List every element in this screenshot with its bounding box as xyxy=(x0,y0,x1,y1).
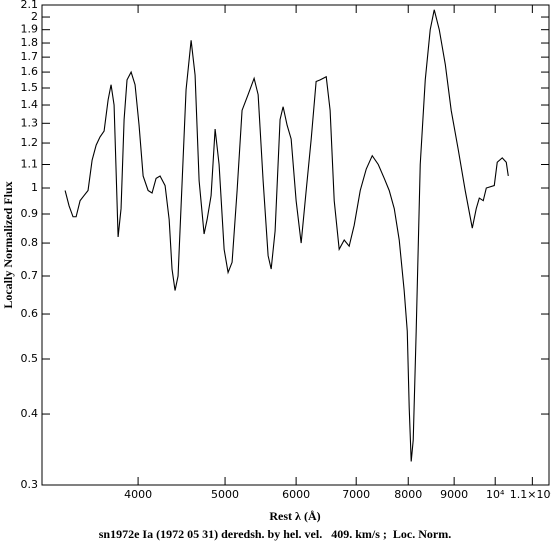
y-axis-title: Locally Normalized Flux xyxy=(1,181,15,308)
y-tick-label: 0.8 xyxy=(21,236,39,249)
x-tick-label: 9000 xyxy=(440,488,468,501)
y-tick-label: 0.7 xyxy=(21,269,39,282)
caption: sn1972e Ia (1972 05 31) deredsh. by hel.… xyxy=(99,527,451,541)
x-tick-label: 10⁴ xyxy=(486,488,505,501)
y-tick-label: 1.5 xyxy=(21,81,39,94)
y-tick-label: 1.9 xyxy=(21,23,39,36)
y-tick-label: 1.1 xyxy=(21,158,39,171)
y-tick-label: 0.5 xyxy=(21,352,39,365)
x-axis-title: Rest λ (Å) xyxy=(269,509,320,523)
x-tick-label: 6000 xyxy=(282,488,310,501)
y-tick-label: 1 xyxy=(31,181,38,194)
y-tick-label: 2 xyxy=(31,10,38,23)
y-tick-label: 0.3 xyxy=(21,478,39,491)
y-tick-label: 2.1 xyxy=(21,0,39,11)
x-tick-label: 8000 xyxy=(394,488,422,501)
x-tick-label: 1.1×10⁴ xyxy=(510,488,551,501)
y-tick-label: 1.4 xyxy=(21,98,39,111)
y-tick-label: 1.7 xyxy=(21,50,39,63)
x-tick-label: 7000 xyxy=(342,488,370,501)
y-tick-label: 0.6 xyxy=(21,307,39,320)
y-tick-label: 1.3 xyxy=(21,116,39,129)
y-tick-label: 0.4 xyxy=(21,407,39,420)
x-tick-label: 4000 xyxy=(124,488,152,501)
x-tick-label: 5000 xyxy=(211,488,239,501)
y-tick-label: 1.8 xyxy=(21,36,39,49)
spectrum-line xyxy=(64,9,509,462)
y-tick-label: 1.6 xyxy=(21,65,39,78)
y-tick-label: 1.2 xyxy=(21,136,39,149)
y-tick-label: 0.9 xyxy=(21,207,39,220)
plot-frame xyxy=(41,4,550,486)
